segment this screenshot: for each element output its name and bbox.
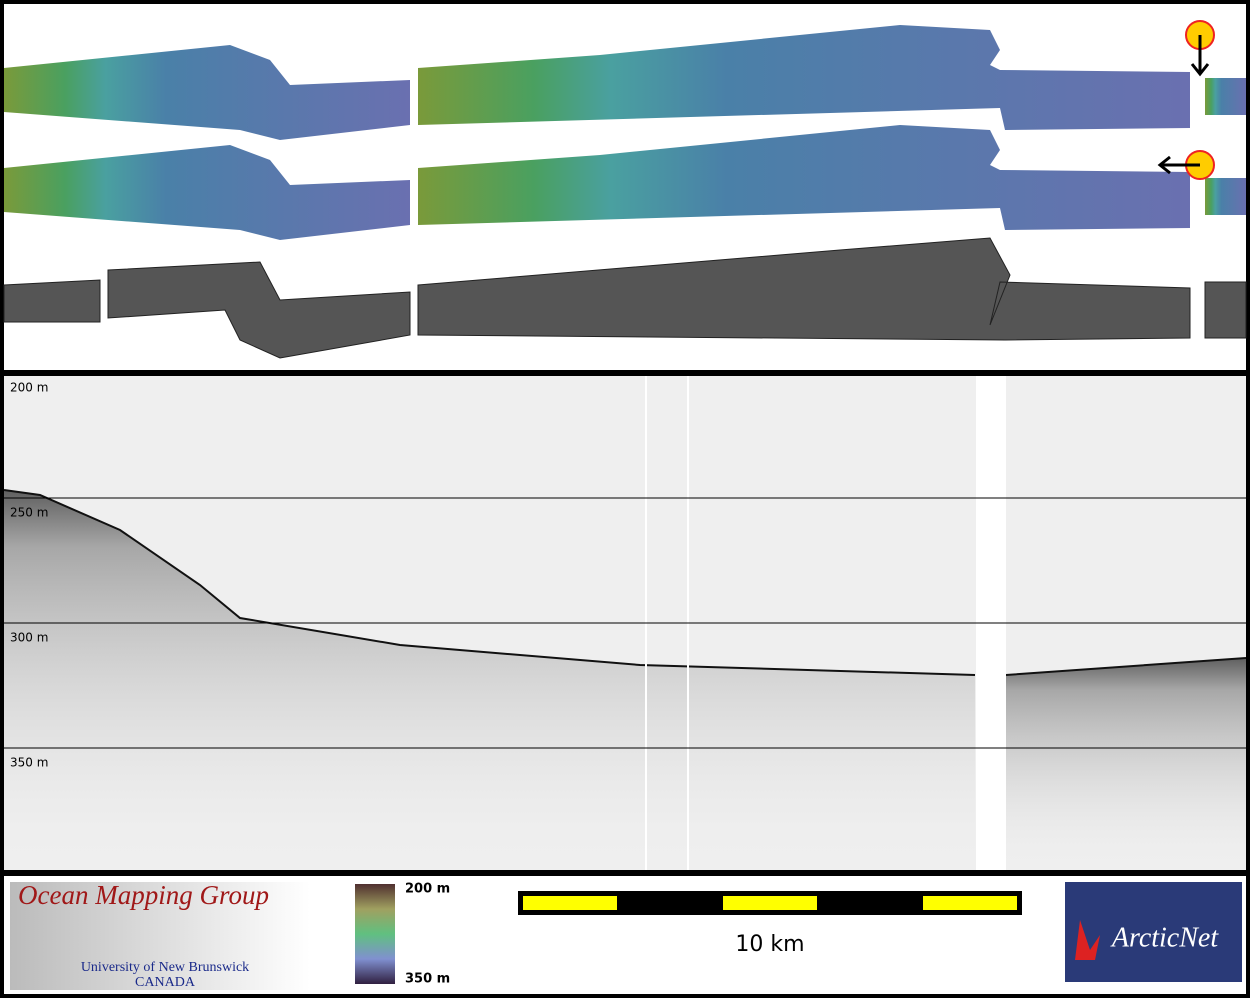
logo-country: CANADA — [135, 975, 196, 990]
omg-logo — [10, 882, 310, 990]
arcticnet-logo — [1065, 882, 1242, 982]
direction-marker — [1157, 20, 1215, 180]
color-bar — [355, 884, 395, 984]
colorbar-label: 350 m — [405, 972, 450, 987]
seafloor-line — [3, 489, 1247, 676]
depth-lines — [4, 497, 1246, 749]
depth-label: 250 m — [10, 506, 48, 520]
swath-row — [4, 25, 1246, 140]
backscatter-row — [3, 237, 1247, 359]
partner-logo: ArcticNet — [1110, 922, 1219, 953]
logo-university: University of New Brunswick — [81, 960, 249, 975]
maple-leaf — [1075, 920, 1100, 960]
scale-label: 10 km — [735, 932, 804, 957]
depth-label: 350 m — [10, 756, 48, 770]
logo-title: Ocean Mapping Group — [18, 880, 269, 910]
colorbar-label: 200 m — [405, 882, 450, 897]
depth-label: 300 m — [10, 631, 48, 645]
seafloor-echo — [4, 490, 975, 870]
depth-label: 200 m — [10, 381, 48, 395]
scale-bar — [518, 891, 1022, 915]
seafloor-echo — [1006, 658, 1246, 870]
swath-row — [4, 125, 1246, 240]
